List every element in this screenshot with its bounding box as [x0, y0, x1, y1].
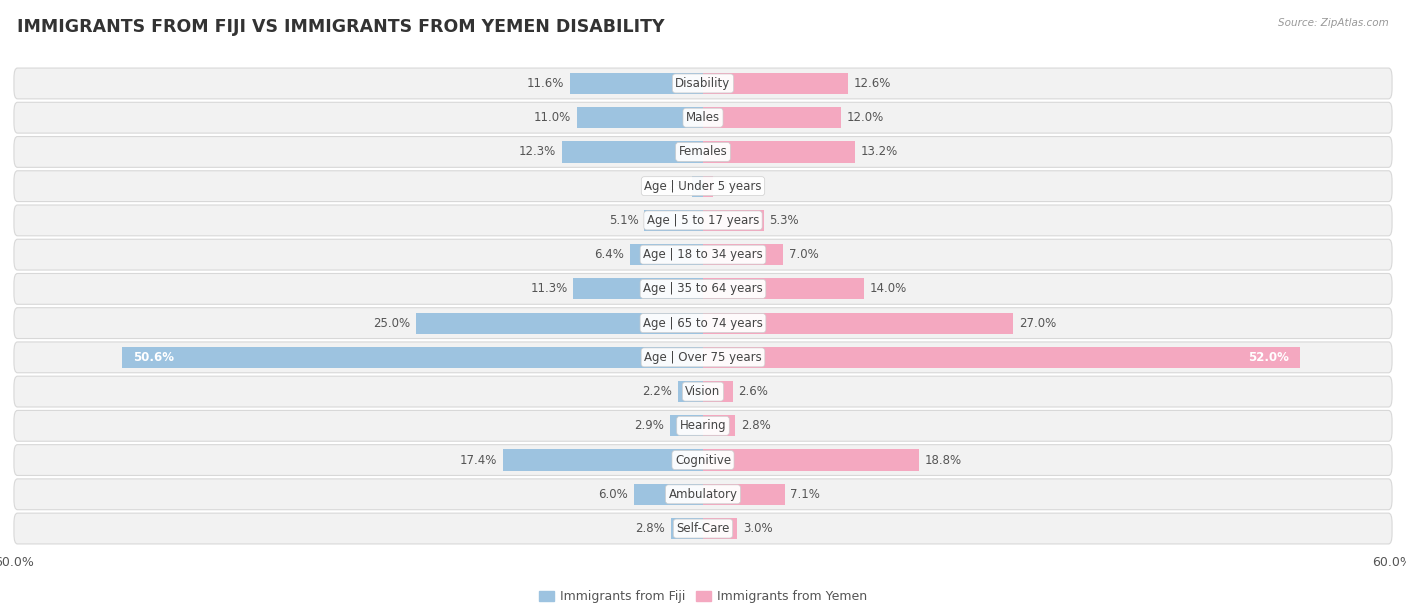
- Bar: [644, 210, 703, 231]
- FancyBboxPatch shape: [14, 136, 1392, 167]
- Text: Age | 18 to 34 years: Age | 18 to 34 years: [643, 248, 763, 261]
- Text: 25.0%: 25.0%: [373, 316, 411, 330]
- Text: 3.0%: 3.0%: [744, 522, 773, 535]
- Bar: [703, 483, 785, 505]
- Bar: [574, 278, 703, 299]
- Text: 52.0%: 52.0%: [1247, 351, 1289, 364]
- Bar: [703, 141, 855, 163]
- Text: Age | Over 75 years: Age | Over 75 years: [644, 351, 762, 364]
- Text: 2.6%: 2.6%: [738, 385, 769, 398]
- Text: 2.8%: 2.8%: [741, 419, 770, 432]
- Text: 27.0%: 27.0%: [1019, 316, 1056, 330]
- Bar: [703, 73, 848, 94]
- Text: 12.0%: 12.0%: [846, 111, 884, 124]
- FancyBboxPatch shape: [14, 411, 1392, 441]
- Bar: [416, 313, 703, 334]
- Bar: [703, 415, 735, 436]
- FancyBboxPatch shape: [14, 513, 1392, 544]
- Bar: [703, 381, 733, 402]
- Text: IMMIGRANTS FROM FIJI VS IMMIGRANTS FROM YEMEN DISABILITY: IMMIGRANTS FROM FIJI VS IMMIGRANTS FROM …: [17, 18, 665, 36]
- Text: 12.3%: 12.3%: [519, 146, 555, 159]
- FancyBboxPatch shape: [14, 171, 1392, 201]
- FancyBboxPatch shape: [14, 102, 1392, 133]
- Text: 0.91%: 0.91%: [720, 180, 756, 193]
- FancyBboxPatch shape: [14, 239, 1392, 270]
- Text: 2.9%: 2.9%: [634, 419, 664, 432]
- Text: 0.92%: 0.92%: [650, 180, 686, 193]
- Text: 18.8%: 18.8%: [925, 453, 962, 466]
- Text: 17.4%: 17.4%: [460, 453, 498, 466]
- Text: 5.1%: 5.1%: [609, 214, 638, 227]
- Bar: [703, 210, 763, 231]
- Bar: [703, 313, 1012, 334]
- FancyBboxPatch shape: [14, 479, 1392, 510]
- Text: 2.8%: 2.8%: [636, 522, 665, 535]
- Text: 6.4%: 6.4%: [593, 248, 624, 261]
- Text: Cognitive: Cognitive: [675, 453, 731, 466]
- Text: Age | 35 to 64 years: Age | 35 to 64 years: [643, 282, 763, 296]
- FancyBboxPatch shape: [14, 342, 1392, 373]
- Text: Females: Females: [679, 146, 727, 159]
- Bar: [634, 483, 703, 505]
- Text: 14.0%: 14.0%: [869, 282, 907, 296]
- Bar: [703, 278, 863, 299]
- Bar: [671, 518, 703, 539]
- Bar: [122, 347, 703, 368]
- Text: Age | 65 to 74 years: Age | 65 to 74 years: [643, 316, 763, 330]
- Bar: [576, 107, 703, 129]
- Bar: [703, 107, 841, 129]
- Bar: [703, 449, 920, 471]
- Bar: [562, 141, 703, 163]
- FancyBboxPatch shape: [14, 308, 1392, 338]
- Text: 13.2%: 13.2%: [860, 146, 897, 159]
- Bar: [669, 415, 703, 436]
- Text: 7.1%: 7.1%: [790, 488, 820, 501]
- FancyBboxPatch shape: [14, 376, 1392, 407]
- Bar: [678, 381, 703, 402]
- Text: 11.6%: 11.6%: [527, 77, 564, 90]
- Text: Age | 5 to 17 years: Age | 5 to 17 years: [647, 214, 759, 227]
- Text: 6.0%: 6.0%: [599, 488, 628, 501]
- Text: 5.3%: 5.3%: [769, 214, 799, 227]
- Text: Age | Under 5 years: Age | Under 5 years: [644, 180, 762, 193]
- FancyBboxPatch shape: [14, 205, 1392, 236]
- Text: 2.2%: 2.2%: [643, 385, 672, 398]
- Bar: [503, 449, 703, 471]
- FancyBboxPatch shape: [14, 274, 1392, 304]
- Text: Source: ZipAtlas.com: Source: ZipAtlas.com: [1278, 18, 1389, 28]
- Bar: [569, 73, 703, 94]
- Text: Ambulatory: Ambulatory: [668, 488, 738, 501]
- Bar: [703, 176, 713, 197]
- FancyBboxPatch shape: [14, 68, 1392, 99]
- Text: 12.6%: 12.6%: [853, 77, 891, 90]
- Bar: [703, 244, 783, 265]
- Legend: Immigrants from Fiji, Immigrants from Yemen: Immigrants from Fiji, Immigrants from Ye…: [534, 585, 872, 608]
- Bar: [703, 347, 1301, 368]
- Text: 50.6%: 50.6%: [134, 351, 174, 364]
- Text: Males: Males: [686, 111, 720, 124]
- Bar: [692, 176, 703, 197]
- Text: 11.3%: 11.3%: [530, 282, 568, 296]
- Bar: [703, 518, 738, 539]
- Text: Disability: Disability: [675, 77, 731, 90]
- Text: 7.0%: 7.0%: [789, 248, 818, 261]
- Text: Self-Care: Self-Care: [676, 522, 730, 535]
- FancyBboxPatch shape: [14, 445, 1392, 476]
- Bar: [630, 244, 703, 265]
- Text: 11.0%: 11.0%: [534, 111, 571, 124]
- Text: Hearing: Hearing: [679, 419, 727, 432]
- Text: Vision: Vision: [685, 385, 721, 398]
